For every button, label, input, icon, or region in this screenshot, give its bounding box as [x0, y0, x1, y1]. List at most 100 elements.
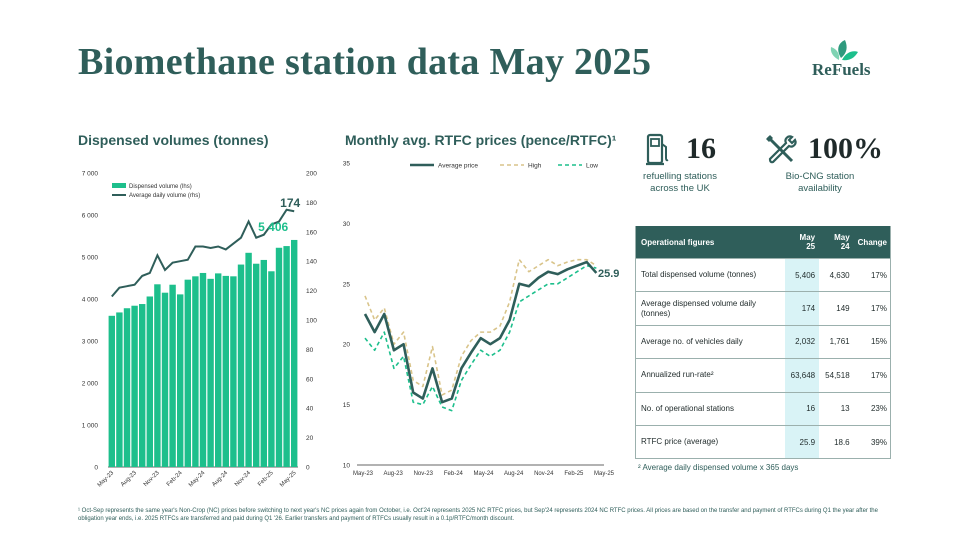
volume-bar — [207, 278, 214, 467]
y-right-tick-label: 100 — [306, 318, 317, 325]
row-may24: 1,761 — [819, 324, 854, 359]
volume-bar — [169, 284, 176, 467]
y-left-tick-label: 1 000 — [82, 423, 99, 430]
volume-bar — [123, 308, 131, 467]
table-header-row: Operational figures May 25 May 24 Change — [635, 226, 891, 259]
x-tick-label: May-23 — [353, 471, 374, 477]
legend-swatch-volume — [112, 183, 126, 188]
row-may24: 54,518 — [819, 358, 854, 393]
row-label: Average dispensed volume daily (tonnes) — [635, 291, 785, 326]
annotation-daily-last: 174 — [280, 196, 300, 210]
row-may24: 13 — [819, 391, 854, 426]
x-tick-label: Feb-24 — [166, 470, 184, 488]
y-left-tick-label: 0 — [94, 465, 98, 472]
row-may25: 63,648 — [784, 358, 820, 393]
annotation-volume-last: 5 406 — [258, 220, 288, 234]
legend-label-volume: Dispensed volume (lhs) — [129, 184, 192, 190]
row-may25: 25.9 — [784, 424, 820, 460]
row-change: 39% — [853, 424, 891, 460]
series-line-average-price — [363, 260, 598, 404]
volume-bar — [230, 276, 237, 467]
y-left-tick-label: 5 000 — [82, 255, 99, 262]
y-right-tick-label: 80 — [306, 347, 314, 354]
availability-value: 100% — [808, 132, 883, 165]
x-tick-label: Nov-24 — [234, 470, 252, 488]
x-tick-label: May-25 — [279, 470, 298, 489]
x-tick-label: Nov-23 — [414, 471, 434, 477]
x-tick-label: Aug-23 — [383, 471, 403, 477]
volume-bar — [116, 312, 123, 467]
x-tick-label: Nov-24 — [534, 471, 554, 477]
x-tick-label: Aug-24 — [504, 471, 524, 477]
volume-bar — [268, 271, 275, 467]
volume-bar — [184, 279, 191, 467]
legend-label-daily: Average daily volume (rhs) — [129, 193, 200, 199]
x-tick-label: Feb-25 — [564, 471, 584, 477]
table-row: RTFC price (average) 25.9 18.6 39% — [635, 424, 891, 460]
row-may25: 2,032 — [784, 324, 820, 359]
volume-bar — [154, 284, 161, 467]
volume-bar — [222, 275, 229, 467]
table-footnote: ² Average daily dispensed volume x 365 d… — [638, 463, 799, 472]
row-change: 15% — [853, 324, 891, 359]
y-left-tick-label: 4 000 — [82, 297, 99, 304]
stations-count: 16 — [686, 132, 716, 165]
row-label: No. of operational stations — [635, 391, 785, 426]
row-label: Annualized run-rate² — [635, 358, 785, 393]
stations-label: refuelling stations across the UK — [643, 171, 717, 194]
row-change: 23% — [853, 391, 891, 426]
y-left-tick-label: 2 000 — [82, 381, 99, 388]
volume-bar — [215, 273, 222, 467]
y-right-tick-label: 200 — [306, 171, 317, 178]
x-tick-label: Nov-23 — [143, 470, 161, 488]
volume-bar — [283, 246, 290, 467]
operational-figures-table: Operational figures May 25 May 24 Change… — [635, 226, 891, 460]
y-tick-label: 15 — [343, 402, 351, 409]
volumes-chart-title: Dispensed volumes (tonnes) — [78, 132, 269, 148]
brand-name: ReFuels — [812, 60, 871, 79]
tools-icon — [766, 135, 797, 164]
x-tick-label: Aug-23 — [120, 470, 138, 488]
y-right-tick-label: 0 — [306, 465, 310, 472]
annotation-last-price: 25.9 — [598, 268, 619, 280]
volume-bar — [275, 247, 283, 467]
row-may25: 5,406 — [784, 257, 820, 292]
y-right-tick-label: 20 — [306, 435, 314, 442]
y-right-tick-label: 120 — [306, 288, 317, 295]
row-label: Average no. of vehicles daily — [635, 324, 785, 359]
table-header-may25: May 25 — [784, 226, 820, 259]
volume-bar — [131, 305, 138, 467]
y-right-tick-label: 160 — [306, 229, 317, 236]
table-header-may24: May 24 — [819, 226, 854, 259]
volume-bar — [177, 294, 184, 467]
table-row: Average no. of vehicles daily 2,032 1,761 1… — [635, 324, 891, 359]
row-may24: 18.6 — [819, 424, 854, 460]
x-tick-label: May-24 — [188, 470, 207, 489]
x-tick-label: May-24 — [473, 471, 494, 477]
row-change: 17% — [853, 291, 891, 326]
table-row: Total dispensed volume (tonnes) 5,406 4,63… — [635, 257, 891, 292]
y-tick-label: 20 — [343, 342, 351, 349]
volume-bar — [237, 264, 245, 467]
page-footnote: ¹ Oct-Sep represents the same year's Non… — [78, 508, 878, 522]
y-tick-label: 30 — [343, 221, 351, 228]
legend-label: High — [528, 163, 542, 170]
row-label: RTFC price (average) — [635, 424, 785, 460]
volume-bar — [192, 276, 199, 467]
table-row: Annualized run-rate² 63,648 54,518 17% — [635, 358, 891, 393]
volume-bar — [253, 263, 260, 467]
refuels-logo-icon — [830, 40, 858, 61]
y-right-tick-label: 140 — [306, 259, 317, 266]
series-line-low — [364, 264, 597, 412]
fuel-pump-icon — [646, 133, 669, 166]
volume-bar — [291, 239, 298, 467]
volume-bar — [146, 296, 153, 467]
x-tick-label: Aug-24 — [211, 470, 229, 488]
table-row: Average dispensed volume daily (tonnes) 1… — [635, 291, 891, 326]
series-line-high — [364, 258, 597, 396]
y-right-tick-label: 60 — [306, 376, 314, 383]
daily-volume-line — [111, 208, 295, 298]
rtfc-chart: 10 15 20 25 30 35 May-23 Aug-23 Nov-23 Feb-24 May-… — [343, 161, 620, 478]
volume-bar — [139, 304, 146, 467]
row-may25: 174 — [784, 291, 820, 326]
